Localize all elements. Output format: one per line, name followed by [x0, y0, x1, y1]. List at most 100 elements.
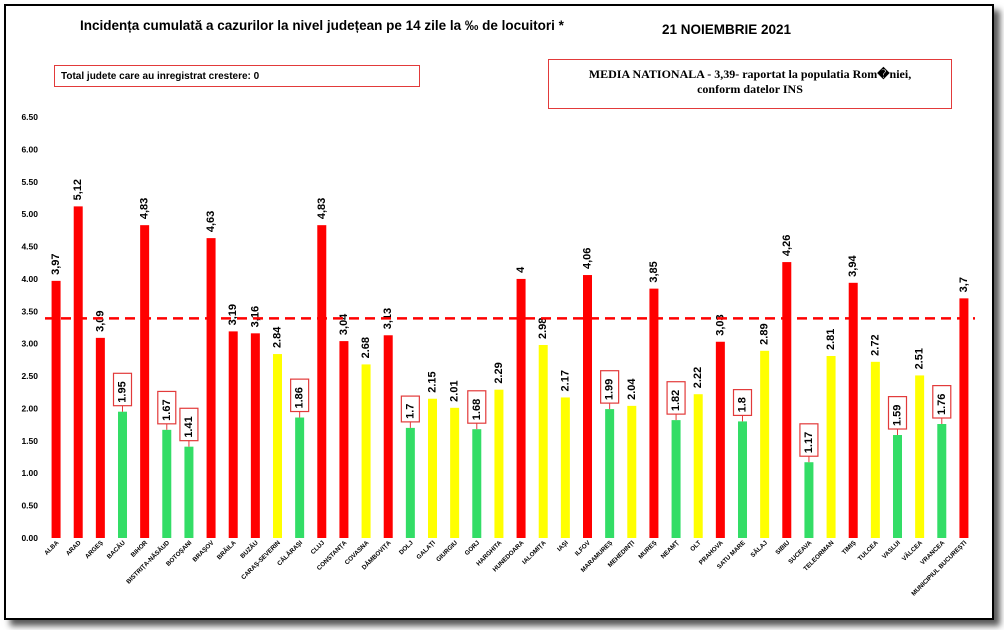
value-label: 4,26: [781, 235, 793, 256]
value-label-box: [732, 389, 753, 417]
value-label-box: [666, 381, 686, 415]
value-label-box: [467, 390, 487, 424]
category-label: NEAMȚ: [660, 539, 681, 560]
value-label-box: [112, 372, 133, 407]
value-label: 5,12: [72, 179, 84, 200]
value-label: 2.81: [825, 329, 837, 350]
value-label: 2.22: [692, 367, 704, 388]
bar: [915, 375, 925, 538]
value-label: 1.86: [294, 387, 306, 408]
y-tick-label: 0.00: [21, 533, 38, 543]
y-tick-label: 5.50: [21, 177, 38, 187]
y-tick-label: 4.00: [21, 274, 38, 284]
value-label: 2.29: [493, 362, 505, 383]
bar: [848, 282, 858, 538]
bar: [51, 280, 61, 538]
bar: [405, 427, 415, 538]
bar: [162, 429, 172, 538]
bar: [671, 420, 681, 538]
value-label-box: [179, 407, 199, 442]
value-label: 1.8: [737, 397, 749, 412]
value-label-box: [799, 423, 819, 457]
category-label: ARGEȘ: [84, 539, 105, 560]
category-label: SĂLAJ: [748, 538, 769, 559]
value-label: 3,94: [847, 255, 859, 277]
value-label: 4,83: [316, 198, 328, 219]
value-label: 3,85: [648, 261, 660, 282]
bar: [560, 397, 570, 538]
bar: [317, 225, 327, 538]
value-label: 1.41: [183, 416, 195, 437]
bar: [383, 335, 393, 538]
y-tick-label: 3.50: [21, 306, 38, 316]
value-label: 2.01: [449, 380, 461, 401]
value-label: 2.51: [914, 348, 926, 369]
bar: [893, 435, 902, 538]
value-label: 2.17: [559, 370, 571, 391]
bar: [538, 344, 548, 538]
bar: [295, 417, 305, 538]
bar: [140, 225, 150, 538]
value-label: 4,06: [582, 248, 594, 269]
value-label-box: [932, 385, 952, 419]
value-label-box: [400, 395, 420, 423]
y-tick-label: 0.50: [21, 501, 38, 511]
bar: [472, 429, 482, 538]
value-label: 4: [515, 266, 527, 273]
category-label: BUZĂU: [238, 538, 260, 560]
y-tick-label: 1.50: [21, 436, 38, 446]
category-label: GALAȚI: [415, 539, 437, 561]
bar: [649, 288, 659, 538]
category-label: OLT: [689, 539, 703, 553]
y-tick-label: 2.50: [21, 371, 38, 381]
national-average-line1: MEDIA NATIONALA - 3,39- raportat la popu…: [588, 67, 912, 81]
bar: [937, 424, 947, 538]
value-label-box: [157, 390, 177, 425]
category-label: ALBA: [43, 539, 61, 557]
y-tick-label: 6.50: [21, 112, 38, 122]
value-label: 1.95: [117, 381, 129, 402]
bar: [627, 405, 637, 538]
category-label: DOLJ: [398, 539, 415, 556]
chart-title: Incidența cumulată a cazurilor la nivel …: [80, 18, 564, 33]
bar: [738, 421, 747, 538]
bar: [428, 398, 437, 538]
bar: [450, 407, 460, 538]
chart-date: 21 NOIEMBRIE 2021: [662, 22, 792, 37]
bar: [693, 394, 703, 538]
category-label: ARAD: [65, 539, 83, 557]
value-label: 3,03: [714, 314, 726, 335]
bar: [715, 341, 725, 538]
bar: [339, 341, 349, 538]
category-label: GIURGIU: [435, 539, 459, 563]
value-label-box: [290, 378, 310, 413]
value-label: 2.84: [272, 326, 284, 348]
category-label: BIHOR: [130, 539, 150, 559]
bar: [228, 331, 238, 538]
value-label: 3,04: [338, 313, 350, 335]
category-label: MUREȘ: [637, 539, 658, 560]
bar: [206, 238, 216, 538]
value-label: 1.59: [892, 405, 904, 426]
national-average-note: MEDIA NATIONALA - 3,39- raportat la popu…: [548, 59, 952, 109]
value-label: 1.76: [936, 394, 948, 415]
increase-note: Total judete care au inregistrat crester…: [54, 65, 420, 87]
category-label: CARAȘ-SEVERIN: [240, 539, 282, 581]
y-tick-label: 3.00: [21, 339, 38, 349]
value-label-box: [600, 370, 620, 404]
category-label: GORJ: [464, 539, 482, 557]
category-label: BACĂU: [104, 538, 127, 561]
bar: [250, 333, 260, 538]
national-average-line2: conform datelor INS: [697, 82, 803, 96]
bar: [516, 278, 526, 538]
value-label: 1.67: [161, 399, 173, 420]
bar: [804, 462, 814, 538]
category-label: CLUJ: [310, 539, 327, 556]
bar: [118, 411, 127, 538]
value-label: 1.82: [670, 390, 682, 411]
value-label: 4,63: [205, 211, 217, 232]
value-label: 2.15: [427, 371, 439, 392]
bar: [870, 361, 880, 538]
value-label: 3,19: [227, 304, 239, 325]
y-tick-label: 5.00: [21, 209, 38, 219]
